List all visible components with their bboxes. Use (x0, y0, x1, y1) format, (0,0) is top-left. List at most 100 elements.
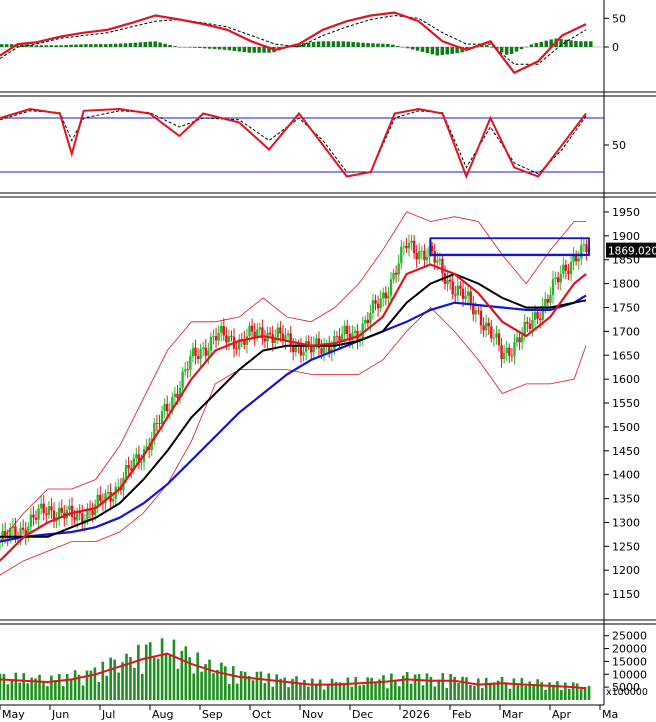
macd-hist-bar (252, 47, 256, 53)
volume-bar (433, 686, 437, 700)
candle-body (495, 333, 498, 338)
candle-body (292, 346, 295, 353)
candle-body (474, 310, 478, 315)
macd-hist-bar (544, 40, 548, 47)
volume-bar (73, 670, 77, 700)
candle-body (544, 298, 547, 307)
candle-body (402, 245, 406, 247)
macd-hist-bar (74, 44, 78, 47)
volume-bar (243, 671, 247, 700)
candle-body (433, 251, 436, 263)
volume-bar (38, 674, 41, 700)
macd-hist-bar (108, 43, 113, 47)
macd-hist-bar (351, 41, 355, 47)
xtick-Nov: Nov (302, 708, 324, 721)
macd-hist-bar (118, 43, 123, 47)
candle-body (34, 517, 38, 520)
macd-hist-bar (376, 43, 380, 47)
volume-bar (342, 683, 346, 700)
candle-body (317, 338, 321, 349)
volume-bar (583, 686, 587, 700)
macd-signal-line (0, 14, 587, 65)
candle-body (106, 492, 110, 494)
candle-body (549, 295, 552, 303)
macd-hist-bar (84, 44, 88, 47)
macd-hist-bar (39, 45, 44, 47)
macd-hist-bar (148, 41, 152, 47)
candle-body (204, 347, 207, 356)
candle-body (68, 505, 71, 510)
volume-bar (172, 639, 176, 700)
volume-bar (93, 667, 97, 700)
volume-bar (575, 683, 579, 700)
macd-hist-bar (79, 44, 83, 47)
candle-body (202, 347, 205, 350)
volume-bar (556, 681, 559, 700)
volume-bar (587, 685, 591, 700)
macd-hist-bar (247, 47, 251, 53)
candle-body (515, 337, 519, 343)
candle-body (50, 506, 53, 511)
candle-body (47, 506, 51, 515)
candle-body (546, 298, 550, 303)
macd-hist-bar (212, 47, 217, 50)
candle-body (500, 345, 503, 360)
macd-hist-bar (267, 47, 271, 53)
candle-body (351, 332, 354, 341)
xtick-Sep: Sep (202, 708, 223, 721)
volume-bar (295, 676, 298, 700)
volume-bar (212, 673, 215, 700)
volume-bar (168, 654, 172, 700)
volume-bar (453, 676, 456, 700)
stochastic-panel (0, 107, 604, 180)
macd-hist-bar (128, 43, 133, 47)
volume-bar (417, 674, 421, 700)
volume-bar (77, 674, 81, 700)
macd-hist-bar (410, 47, 415, 50)
candle-body (19, 527, 22, 538)
volume-bar (65, 673, 69, 700)
volume-bar (488, 682, 492, 700)
candle-body (322, 345, 326, 354)
macd-hist-bar (123, 43, 128, 47)
xtick-May: May (2, 708, 25, 721)
volume-bar (279, 678, 282, 700)
volume-bar (50, 675, 53, 700)
stoch-ytick-50: 50 (612, 139, 626, 152)
price-ytick-1200: 1200 (612, 564, 640, 577)
xtick-Apr: Apr (552, 708, 572, 721)
candle-body (577, 258, 580, 262)
candle-body (284, 335, 287, 342)
macd-hist-bar (391, 44, 395, 47)
candle-body (250, 325, 254, 332)
volume-bar (160, 638, 164, 700)
price-ytick-1450: 1450 (612, 445, 640, 458)
volume-bar (196, 652, 199, 700)
volume-bar (552, 684, 555, 700)
volume-bar (133, 667, 136, 700)
macd-hist-bar (524, 46, 529, 48)
volume-bar (0, 673, 2, 700)
candle-body (276, 327, 279, 338)
candle-body (541, 306, 544, 320)
candle-body (423, 250, 426, 261)
volume-bar (544, 689, 547, 700)
macd-hist-bar (69, 44, 73, 47)
volume-panel (0, 638, 591, 700)
candle-body (268, 332, 272, 335)
candle-body (407, 242, 411, 249)
volume-bar (441, 673, 445, 700)
volume-bar (516, 685, 520, 700)
stoch-k-line (0, 107, 587, 180)
macd-hist-bar (415, 47, 420, 51)
macd-hist-bar (153, 41, 157, 47)
candle-body (183, 369, 187, 372)
candle-body (99, 494, 102, 502)
volume-bar (492, 682, 496, 700)
candle-body (137, 454, 141, 464)
macd-hist-bar (183, 47, 187, 48)
macd-hist-bar (420, 47, 425, 52)
volume-bar (528, 681, 532, 700)
volume-bar (85, 670, 89, 700)
volume-bar (421, 685, 425, 700)
